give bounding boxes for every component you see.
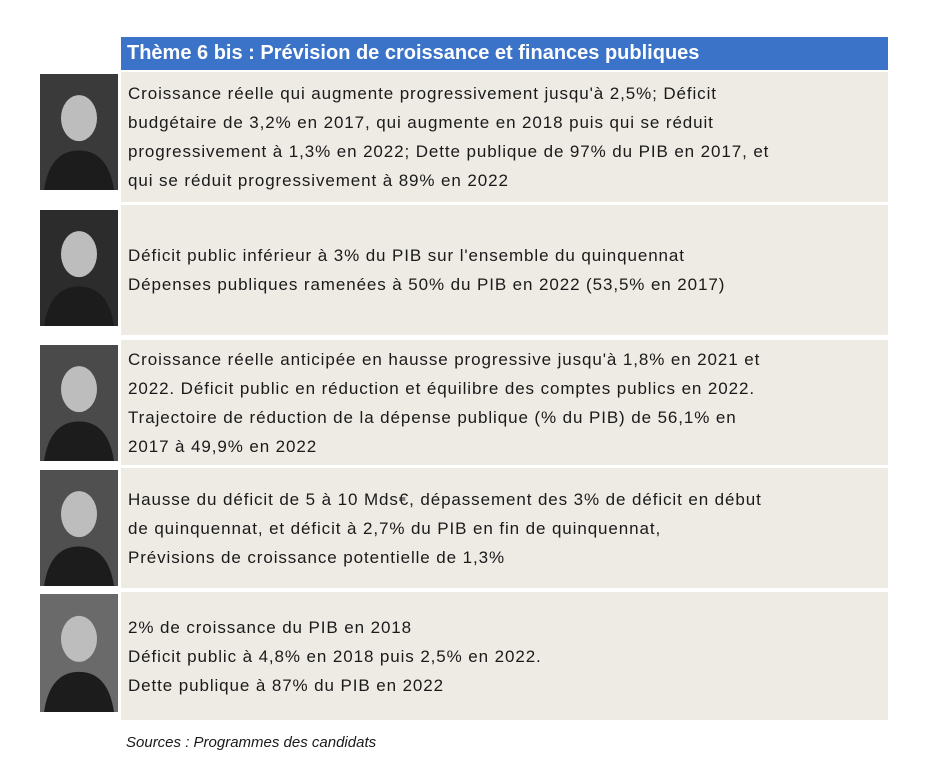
row-line: qui se réduit progressivement à 89% en 2… xyxy=(128,171,509,190)
silhouette xyxy=(44,95,114,190)
row: Croissance réelle qui augmente progressi… xyxy=(121,72,888,202)
candidate-photo xyxy=(40,594,118,712)
row: Croissance réelle anticipée en hausse pr… xyxy=(121,340,888,465)
silhouette xyxy=(44,491,114,586)
row: Déficit public inférieur à 3% du PIB sur… xyxy=(121,205,888,335)
candidate-photo xyxy=(40,470,118,586)
row-line: progressivement à 1,3% en 2022; Dette pu… xyxy=(128,142,770,161)
source: Sources : Programmes des candidats xyxy=(126,734,377,751)
silhouette xyxy=(44,366,114,461)
candidate-photo xyxy=(40,210,118,326)
row-line: Croissance réelle qui augmente progressi… xyxy=(128,84,717,103)
row-line: Prévisions de croissance potentielle de … xyxy=(128,547,505,567)
row-line: 2022. Déficit public en réduction et équ… xyxy=(128,378,755,398)
silhouette xyxy=(44,231,114,326)
row-line: Croissance réelle anticipée en hausse pr… xyxy=(128,349,761,369)
silhouette xyxy=(44,615,114,712)
row-line: 2% de croissance du PIB en 2018 xyxy=(128,617,413,637)
row-line: budgétaire de 3,2% en 2017, qui augmente… xyxy=(128,113,714,132)
row-line: Hausse du déficit de 5 à 10 Mds€, dépass… xyxy=(128,489,762,509)
row: Hausse du déficit de 5 à 10 Mds€, dépass… xyxy=(121,468,888,588)
row-line: 2017 à 49,9% en 2022 xyxy=(128,436,318,456)
row: 2% de croissance du PIB en 2018 Déficit p… xyxy=(121,592,888,720)
row-line: Dette publique à 87% du PIB en 2022 xyxy=(128,675,444,695)
row-line: Déficit public inférieur à 3% du PIB sur… xyxy=(128,246,685,265)
row-line: Trajectoire de réduction de la dépense p… xyxy=(128,407,737,427)
header-title: Thème 6 bis : Prévision de croissance et… xyxy=(121,37,888,70)
candidate-photo xyxy=(40,345,118,461)
row-line: Déficit public à 4,8% en 2018 puis 2,5% … xyxy=(128,646,542,666)
row-line: de quinquennat, et déficit à 2,7% du PIB… xyxy=(128,518,662,538)
row-line: Dépenses publiques ramenées à 50% du PIB… xyxy=(128,275,726,294)
candidate-photo xyxy=(40,74,118,190)
